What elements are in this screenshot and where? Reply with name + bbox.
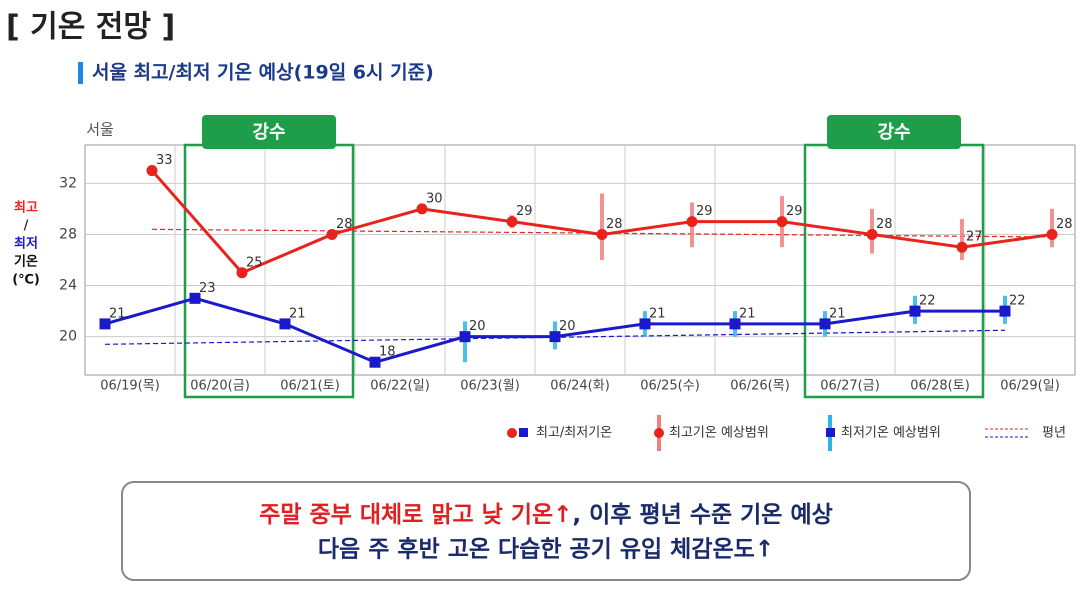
point bbox=[279, 318, 291, 330]
data-label: 25 bbox=[246, 255, 263, 270]
point bbox=[866, 228, 878, 240]
point bbox=[999, 305, 1011, 317]
summary-navy: , 이후 평년 수준 기온 예상 bbox=[572, 502, 832, 528]
point bbox=[99, 318, 111, 330]
rain-box bbox=[803, 143, 985, 399]
point bbox=[686, 216, 698, 228]
subtitle-bar bbox=[78, 62, 83, 84]
x-tick-label: 06/21(토) bbox=[280, 379, 340, 394]
subtitle: 서울 최고/최저 기온 예상(19일 6시 기준) bbox=[92, 62, 434, 84]
point bbox=[956, 241, 968, 253]
legend-marker bbox=[519, 428, 528, 437]
title: [ 기온 전망 ] bbox=[6, 10, 175, 45]
point bbox=[506, 216, 518, 228]
x-tick-label: 06/29(일) bbox=[1000, 379, 1060, 394]
legend-marker bbox=[654, 428, 664, 438]
data-label: 29 bbox=[786, 204, 803, 219]
point bbox=[549, 331, 561, 343]
rain-badge bbox=[827, 115, 961, 149]
legend-label: 최고/최저기온 bbox=[536, 426, 612, 441]
point bbox=[729, 318, 741, 330]
data-label: 20 bbox=[559, 319, 576, 334]
range-bar bbox=[1050, 208, 1054, 248]
plot-frame bbox=[84, 144, 1076, 376]
rain-badge bbox=[202, 115, 336, 149]
y-tick-label: 20 bbox=[59, 329, 77, 345]
y-axis-label: / bbox=[24, 219, 29, 234]
x-tick-label: 06/27(금) bbox=[820, 379, 880, 394]
data-label: 21 bbox=[649, 306, 666, 321]
point bbox=[909, 305, 921, 317]
data-label: 21 bbox=[109, 306, 126, 321]
rain-label: 강수 bbox=[877, 122, 910, 143]
x-tick-label: 06/24(화) bbox=[550, 379, 610, 394]
y-tick-label: 28 bbox=[59, 226, 77, 242]
data-label: 18 bbox=[379, 345, 396, 360]
y-axis-label: 최고 bbox=[14, 201, 38, 216]
point bbox=[596, 228, 608, 240]
summary-line: 다음 주 후반 고온 다습한 공기 유입 체감온도↑ bbox=[318, 537, 774, 563]
point bbox=[416, 203, 428, 215]
y-tick-label: 24 bbox=[59, 278, 77, 294]
summary-line: 주말 중부 대체로 맑고 낮 기온↑, 이후 평년 수준 기온 예상 bbox=[259, 502, 833, 528]
data-label: 33 bbox=[156, 153, 173, 168]
x-tick-label: 06/28(토) bbox=[910, 379, 970, 394]
point bbox=[639, 318, 651, 330]
data-label: 21 bbox=[829, 306, 846, 321]
rain-box bbox=[183, 143, 355, 399]
data-label: 28 bbox=[876, 217, 893, 232]
legend-label: 최저기온 예상범위 bbox=[841, 426, 941, 441]
point bbox=[326, 228, 338, 240]
location-label: 서울 bbox=[86, 121, 114, 139]
x-tick-label: 06/26(목) bbox=[730, 379, 790, 394]
range-bar bbox=[960, 219, 964, 260]
point bbox=[146, 165, 158, 177]
x-tick-label: 06/23(월) bbox=[460, 379, 520, 394]
data-label: 23 bbox=[199, 281, 216, 296]
point bbox=[819, 318, 831, 330]
point bbox=[369, 356, 381, 368]
data-label: 22 bbox=[919, 294, 936, 309]
summary-box bbox=[121, 481, 971, 581]
point bbox=[776, 216, 788, 228]
legend: 최고/최저기온 최고기온 예상범위 최저기온 예상범위 평년 bbox=[507, 415, 1066, 451]
legend-label: 최고기온 예상범위 bbox=[669, 426, 769, 441]
data-label: 21 bbox=[739, 306, 756, 321]
x-tick-label: 06/25(수) bbox=[640, 379, 700, 394]
data-label: 21 bbox=[289, 306, 306, 321]
range-bar bbox=[600, 193, 604, 260]
x-tick-label: 06/19(목) bbox=[100, 379, 160, 394]
data-label: 29 bbox=[696, 204, 713, 219]
legend-label: 평년 bbox=[1042, 426, 1066, 441]
y-axis-label: (℃) bbox=[12, 273, 40, 288]
x-tick-label: 06/22(일) bbox=[370, 379, 430, 394]
legend-marker bbox=[507, 428, 517, 438]
data-label: 20 bbox=[469, 319, 486, 334]
data-label: 22 bbox=[1009, 294, 1026, 309]
point bbox=[1046, 228, 1058, 240]
rain-label: 강수 bbox=[252, 122, 285, 143]
point bbox=[189, 292, 201, 304]
data-label: 28 bbox=[1056, 217, 1073, 232]
data-label: 28 bbox=[336, 217, 353, 232]
y-axis-label: 최저 bbox=[14, 237, 38, 252]
y-axis-label: 기온 bbox=[14, 255, 38, 270]
data-label: 28 bbox=[606, 217, 623, 232]
point bbox=[459, 331, 471, 343]
legend-marker bbox=[826, 428, 835, 437]
data-label: 30 bbox=[426, 191, 443, 206]
summary-red: 주말 중부 대체로 맑고 낮 기온↑ bbox=[259, 502, 572, 528]
x-tick-label: 06/20(금) bbox=[190, 379, 250, 394]
data-label: 29 bbox=[516, 204, 533, 219]
data-label: 27 bbox=[966, 230, 983, 245]
y-tick-label: 32 bbox=[59, 175, 77, 191]
point bbox=[236, 267, 248, 279]
